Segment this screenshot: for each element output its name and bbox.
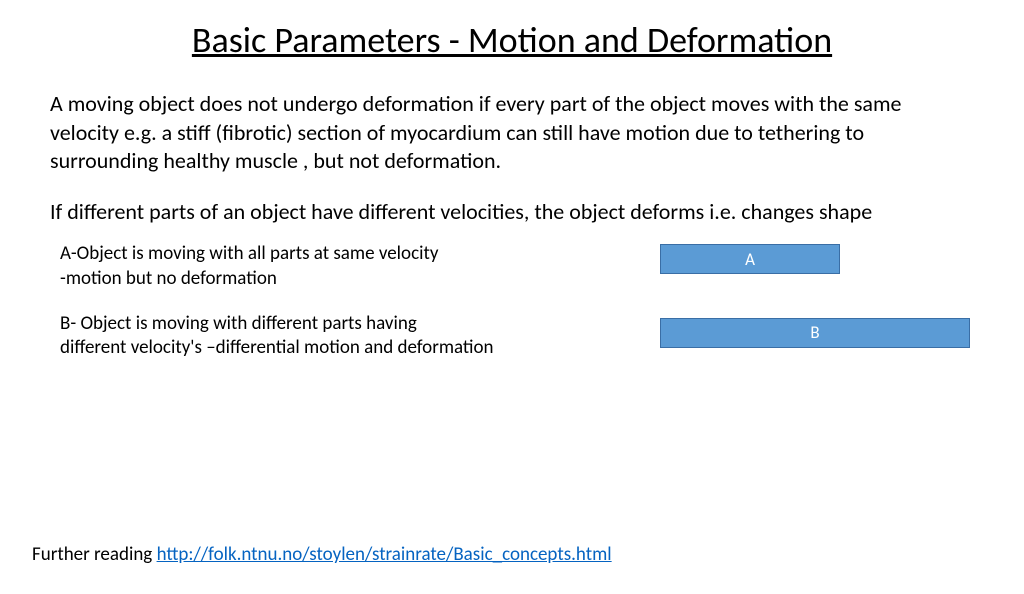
example-a-line1: A-Object is moving with all parts at sam… xyxy=(60,242,438,265)
further-reading-link[interactable]: http://folk.ntnu.no/stoylen/strainrate/B… xyxy=(157,543,612,566)
example-b-line1: B- Object is moving with different parts… xyxy=(60,312,417,335)
example-b-description: B- Object is moving with different parts… xyxy=(60,312,600,361)
example-a-description: A-Object is moving with all parts at sam… xyxy=(60,242,600,291)
intro-paragraph-2: If different parts of an object have dif… xyxy=(50,198,974,227)
example-b-row: B- Object is moving with different parts… xyxy=(0,312,1024,361)
example-b-line2: different velocity's –differential motio… xyxy=(60,336,494,359)
example-b-box-wrap: B xyxy=(600,312,974,348)
object-a-box: A xyxy=(660,244,840,274)
example-a-line2: -motion but no deformation xyxy=(60,267,277,290)
object-b-box: B xyxy=(660,318,970,348)
example-a-row: A-Object is moving with all parts at sam… xyxy=(0,242,1024,291)
example-a-box-wrap: A xyxy=(600,242,974,274)
page-title: Basic Parameters - Motion and Deformatio… xyxy=(0,18,1024,62)
further-reading: Further reading http://folk.ntnu.no/stoy… xyxy=(32,543,612,566)
intro-paragraph-1: A moving object does not undergo deforma… xyxy=(50,90,974,176)
further-reading-prefix: Further reading xyxy=(32,543,157,566)
